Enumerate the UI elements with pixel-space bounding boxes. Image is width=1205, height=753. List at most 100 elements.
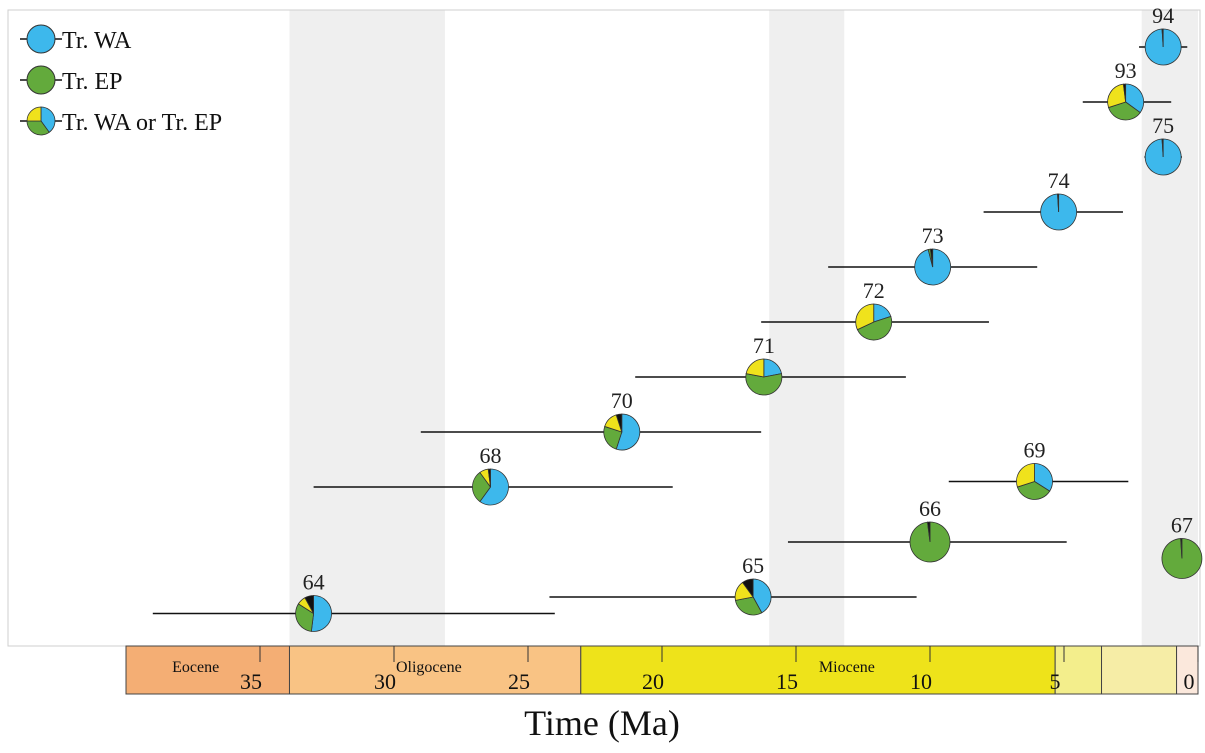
node-70: 70 [420,388,762,451]
epoch-label: Oligocene [396,659,462,676]
pie-slice [487,468,491,488]
time-band [289,10,445,646]
epoch-segment [288,645,582,695]
node-pie [1144,28,1182,66]
pie-slice [40,106,56,133]
node-71: 71 [635,333,906,396]
x-tick-label: 5 [1050,669,1061,694]
epoch-segment [1101,645,1178,695]
node-pie [745,358,783,396]
pie-slice [26,106,42,122]
epoch-segment [125,645,290,695]
node-label: 94 [1152,3,1174,28]
node-pie [1040,193,1078,231]
legend: Tr. WA Tr. EP Tr. WA or Tr. EP [20,24,222,136]
node-73: 73 [828,223,1038,286]
pie-slice [1057,193,1060,213]
node-pie [1016,463,1053,500]
pie-slice [1161,28,1164,48]
legend-label: Tr. WA or Tr. EP [62,110,222,136]
node-75: 75 [1144,113,1182,176]
pie-slice [1125,83,1144,114]
node-64: 64 [152,570,555,632]
x-tick-label: 25 [508,669,530,694]
pie-slice [26,120,50,136]
pie-slice [1107,83,1127,109]
pie-slice [745,373,783,396]
pie-slice [479,468,509,506]
node-label: 74 [1048,168,1070,193]
node-pie [914,248,952,286]
epoch-segment [580,645,1056,695]
legend-entry: Tr. EP [20,65,123,95]
legend-entry: Tr. WA or Tr. EP [20,106,222,136]
legend-entry: Tr. WA [20,24,132,54]
node-pie [26,24,56,54]
node-pie [472,468,509,506]
pie-slice [856,315,893,341]
highlight-bands [289,10,1198,646]
pie-slice [1016,463,1035,488]
node-label: 70 [611,388,633,413]
node-74: 74 [983,168,1123,231]
x-tick-label: 30 [374,669,396,694]
node-label: 93 [1115,58,1137,83]
node-label: 72 [863,278,885,303]
pie-slice [927,521,931,543]
epoch-segment [1054,645,1103,695]
pie-slice [1108,101,1141,121]
pie-slice [1122,83,1127,103]
node-pie [1161,538,1203,579]
pie-slice [929,248,934,268]
node-label: 67 [1171,513,1193,538]
pie-slice [1180,538,1183,559]
legend-label: Tr. WA [62,28,132,54]
node-pie [295,595,332,632]
node-66: 66 [787,496,1067,563]
node-pie [734,578,772,616]
legend-label: Tr. EP [62,69,123,95]
pie-slice [615,413,623,433]
node-label: 73 [922,223,944,248]
node-69: 69 [948,438,1129,500]
node-65: 65 [549,553,917,616]
node-label: 75 [1152,113,1174,138]
node-label: 65 [742,553,764,578]
pie-slice [26,24,56,54]
pie-slice [734,596,763,616]
pie-slice [1161,138,1164,158]
pie-slice [310,595,332,632]
pie-slice [855,303,875,331]
time-axis: Eocene Oligocene Miocene 35 30 25 20 15 10 5 0 [125,645,1199,695]
pie-slice [26,65,56,95]
pie-slice [304,595,314,614]
pie-slice [745,358,765,378]
node-pie [1107,83,1144,121]
epoch-segment [1176,645,1199,695]
x-tick-label: 10 [910,669,932,694]
node-pie [855,303,893,341]
time-band [769,10,845,646]
node-94: 94 [1139,3,1188,66]
node-label: 66 [919,496,941,521]
node-pie [909,521,951,563]
node-pie [1144,138,1182,176]
x-tick-label: 0 [1184,669,1195,694]
pie-slice [741,578,754,599]
epoch-label: Eocene [172,659,219,676]
node-label: 68 [479,443,501,468]
x-tick-label: 20 [642,669,664,694]
x-tick-label: 35 [240,669,262,694]
node-pie [26,106,56,136]
plot-frame [7,9,1201,647]
node-label: 69 [1024,438,1046,463]
node-67: 67 [1161,513,1203,579]
pie-slice [472,471,491,503]
x-axis-title: Time (Ma) [524,703,680,743]
pie-slice [752,578,772,614]
node-pie [26,65,56,95]
node-label: 64 [303,570,325,595]
pie-slice [1016,481,1051,500]
node-93: 93 [1082,58,1172,121]
